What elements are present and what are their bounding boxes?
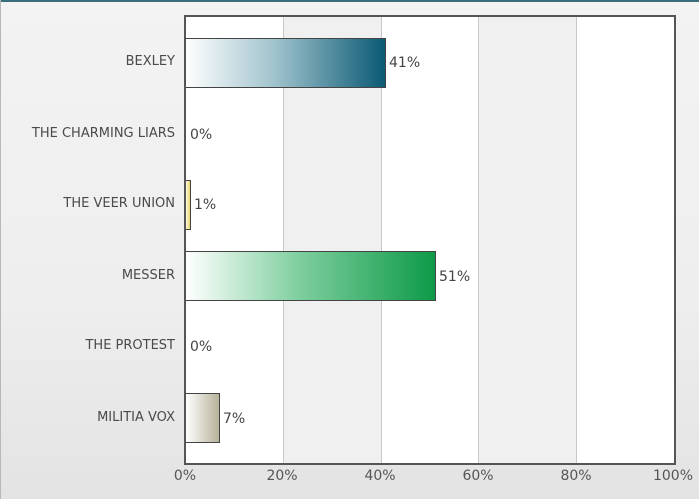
grid-band	[284, 17, 381, 463]
bar-messer[interactable]	[186, 251, 436, 301]
category-label-bexley: BEXLEY	[125, 54, 175, 69]
value-label-the-protest: 0%	[190, 339, 213, 355]
x-tick-40: 40%	[364, 468, 396, 484]
value-label-the-charming-liars: 0%	[190, 127, 213, 143]
gridline-80	[576, 17, 577, 463]
grid-band	[479, 17, 576, 463]
bar-the-veer-union[interactable]	[186, 180, 191, 230]
value-label-the-veer-union: 1%	[194, 197, 217, 213]
x-tick-20: 20%	[266, 468, 298, 484]
gridline-20	[283, 17, 284, 463]
left-border	[0, 0, 1, 499]
bar-bexley[interactable]	[186, 38, 386, 88]
category-label-militia-vox: MILITIA VOX	[97, 410, 175, 425]
category-label-the-veer-union: THE VEER UNION	[63, 196, 175, 211]
category-label-the-protest: THE PROTEST	[85, 338, 175, 353]
gridline-40	[381, 17, 382, 463]
top-border	[0, 0, 699, 2]
value-label-militia-vox: 7%	[223, 411, 246, 427]
x-tick-60: 60%	[462, 468, 494, 484]
category-label-messer: MESSER	[121, 268, 175, 283]
value-label-bexley: 41%	[389, 55, 421, 71]
category-label-the-charming-liars: THE CHARMING LIARS	[31, 126, 175, 141]
x-tick-100: 100%	[652, 468, 694, 484]
value-label-messer: 51%	[439, 269, 471, 285]
x-tick-0: 0%	[173, 468, 197, 484]
gridline-60	[478, 17, 479, 463]
bar-militia-vox[interactable]	[186, 393, 220, 443]
x-tick-80: 80%	[560, 468, 592, 484]
plot-area: 41% 0% 1% 51% 0% 7%	[184, 15, 676, 465]
